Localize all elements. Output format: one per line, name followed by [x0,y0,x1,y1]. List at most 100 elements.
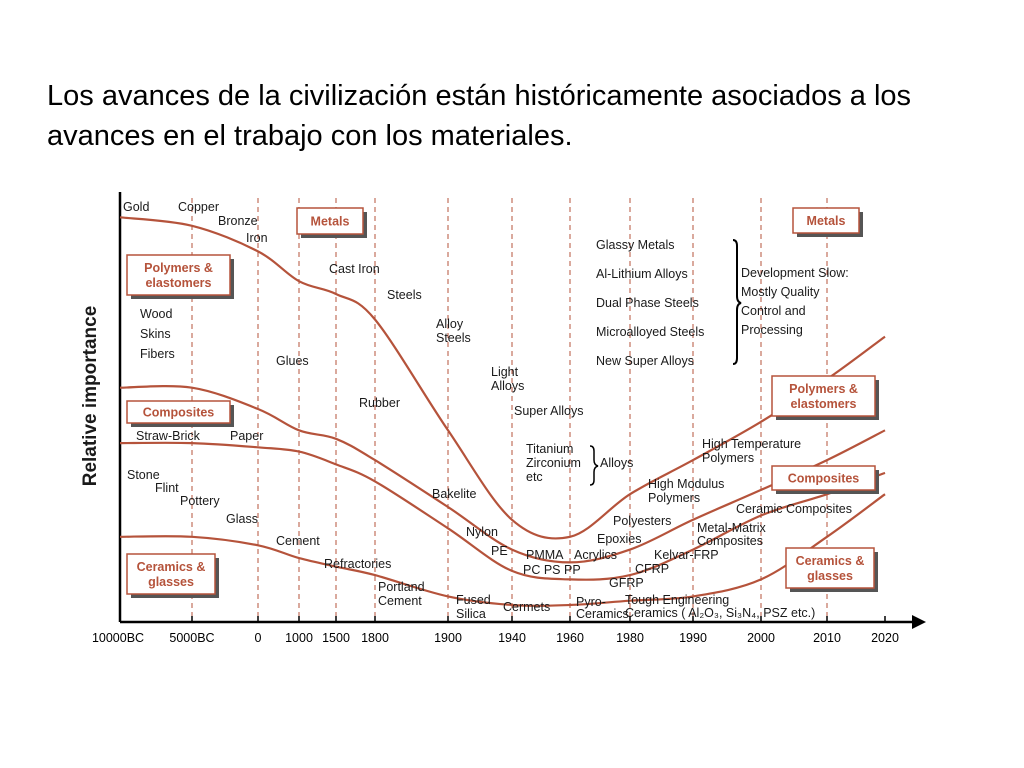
annotation-line: Fibers [140,347,175,361]
annotation-line: Refractories [324,557,391,571]
annotation-epoxies: Epoxies [597,532,641,546]
annotation-cermets: Cermets [503,600,550,614]
annotation-alloy-steels: Alloy Steels [436,317,471,345]
annotation-line: Composites [697,534,763,548]
box-frame [126,254,231,296]
brace-development-slow-icon [732,239,742,365]
annotation-line: Steels [387,288,422,302]
x-tick-label: 5000BC [169,631,214,645]
annotation-line: Dual Phase Steels [596,296,699,310]
annotation-line: Polymers [648,491,700,505]
annotation-line: Polyesters [613,514,671,528]
annotation-line: New Super Alloys [596,354,694,368]
annotation-cast-iron: Cast Iron [329,262,380,276]
annotation-line: etc [526,470,543,484]
category-box-ceramics-right: Ceramics &glasses [785,547,878,592]
annotation-pe: PE [491,544,508,558]
annotation-fused-silica: Fused Silica [456,593,491,621]
annotation-line: Ceramic Composites [736,502,852,516]
annotation-high-modulus: High Modulus Polymers [648,477,724,505]
annotation-steels: Steels [387,288,422,302]
annotation-line: Ceramics ( Al₂O₃, Si₃N₄, PSZ etc.) [625,606,815,620]
y-axis-label: Relative importance [80,306,101,487]
category-box-label: Composites [788,472,860,486]
annotation-line: Ceramics [576,607,629,621]
annotation-development-slow: Development Slow: Mostly Quality Control a… [741,266,849,337]
brace-alloys-icon [589,445,599,486]
annotation-line: Stone [127,468,160,482]
category-box-label: glasses [807,569,853,583]
annotation-bakelite: Bakelite [432,487,477,501]
annotation-high-temp: High Temperature Polymers [702,437,801,465]
annotation-line: Copper [178,200,219,214]
annotation-line: High Modulus [648,477,724,491]
x-tick-label: 1000 [285,631,313,645]
annotation-pmma: PMMA [526,548,564,562]
slide-title: Los avances de la civilización están his… [47,80,912,152]
annotation-light-alloys: Light Alloys [491,365,524,393]
axes: 10000BC 5000BC 0 1000 1500 1800 1900 1940 1960 19… [80,192,926,645]
annotation-line: Silica [456,607,486,621]
annotation-line: Titanium [526,442,573,456]
annotation-alloys: Alloys [600,456,633,470]
annotation-pc-ps-pp: PC PS PP [523,563,581,577]
series-line-polymers-elastomers [119,385,886,564]
annotation-line: Skins [140,327,171,341]
annotation-line: Polymers [702,451,754,465]
annotation-glassy-metals: Glassy Metals Al-Lithium Alloys Dual Phase… [596,238,704,368]
gridlines [191,198,828,620]
annotation-line: Cast Iron [329,262,380,276]
annotation-line: Pyro- [576,595,606,609]
annotation-line: Al-Lithium Alloys [596,267,688,281]
category-box-polymers-left: Polymers &elastomers [126,254,234,299]
series-line-composites [119,441,886,581]
annotation-line: Alloys [600,456,633,470]
x-axis-arrow-icon [912,615,926,629]
annotation-line: Fused [456,593,491,607]
annotation-pyro-ceramics: Pyro-Ceramics [576,595,629,621]
x-tick-label: 0 [255,631,262,645]
category-box-label: elastomers [145,276,211,290]
box-frame [126,553,216,595]
category-box-ceramics-left: Ceramics &glasses [126,553,219,598]
annotation-straw-brick: Straw-Brick [136,429,201,443]
x-tick-label: 1990 [679,631,707,645]
annotation-line: Glassy Metals [596,238,675,252]
annotation-super-alloys: Super Alloys [514,404,583,418]
annotation-line: Cement [378,594,422,608]
annotation-line: Steels [436,331,471,345]
box-frame [771,465,876,491]
category-box-label: glasses [148,575,194,589]
annotation-line: Pottery [180,494,220,508]
annotation-line: GFRP [609,576,644,590]
annotation-line: Acrylics [574,548,617,562]
annotation-line: Alloy [436,317,464,331]
category-box-composites-right: Composites [771,465,879,494]
annotation-bronze: Bronze [218,214,258,228]
annotation-tough-engineering: Tough Engineering Ceramics ( Al₂O₃, Si₃N₄… [625,593,815,620]
annotation-line: Nylon [466,525,498,539]
category-box-label: Ceramics & [137,560,206,574]
category-box-polymers-right: Polymers &elastomers [771,375,879,420]
annotation-line: Glues [276,354,309,368]
annotation-line: Paper [230,429,263,443]
annotation-line: Processing [741,323,803,337]
annotation-flint: Flint [155,481,179,495]
x-tick-label: 2000 [747,631,775,645]
annotation-ceramic-composites: Ceramic Composites [736,502,852,516]
box-frame [771,375,876,417]
annotation-line: Wood [140,307,172,321]
annotation-glues: Glues [276,354,309,368]
series-line-metals [119,216,886,540]
annotation-acrylics: Acrylics [574,548,617,562]
category-box-label: Ceramics & [796,554,865,568]
annotation-line: Light [491,365,519,379]
x-tick-label: 1980 [616,631,644,645]
annotation-polyesters: Polyesters [613,514,671,528]
annotation-line: Portland [378,580,425,594]
annotation-titanium-zirconium: Titanium Zirconium etc [526,442,581,484]
annotation-metal-matrix: Metal-Matrix Composites [697,521,767,548]
annotation-line: Bronze [218,214,258,228]
